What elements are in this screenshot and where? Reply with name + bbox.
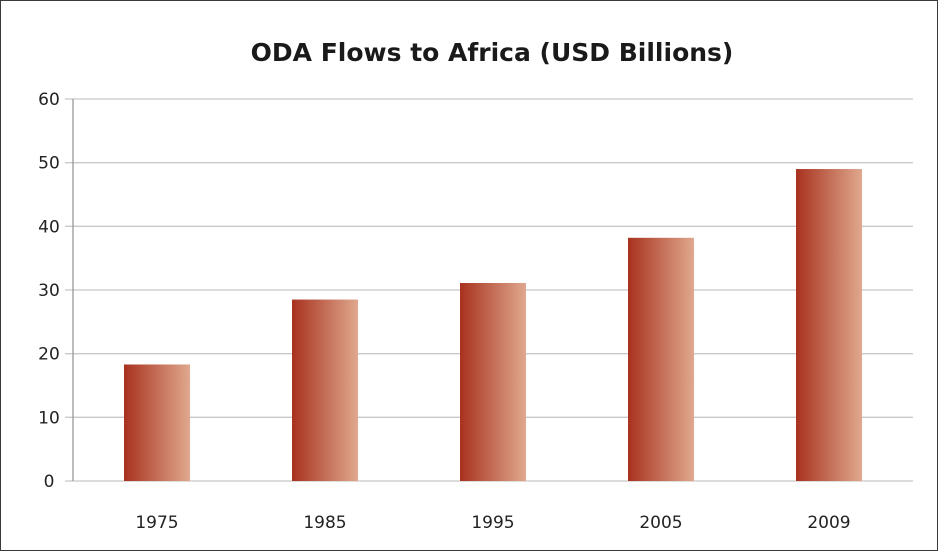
bar-1975 [124,364,190,481]
bar-1985 [292,299,358,481]
y-axis-ticks: 0 10 20 30 40 50 60 [38,90,60,492]
y-tick-label: 40 [38,217,60,237]
x-tick-label: 2005 [639,513,682,533]
y-tick-label: 60 [38,90,60,110]
x-tick-label: 1995 [471,513,514,533]
y-tick-label: 30 [38,281,60,301]
bar-2005 [628,237,694,481]
x-axis-ticks: 1975 1985 1995 2005 2009 [135,513,850,533]
bar-2009 [796,169,862,482]
y-tick-label: 50 [38,154,60,174]
bar-1995 [460,282,526,481]
y-tick-label: 10 [38,408,60,428]
x-tick-label: 2009 [807,513,850,533]
x-tick-label: 1975 [135,513,178,533]
y-tick-label: 0 [44,472,55,492]
bars [124,169,862,482]
x-tick-label: 1985 [303,513,346,533]
chart-title: ODA Flows to Africa (USD Billions) [251,38,734,67]
y-tick-label: 20 [38,345,60,365]
